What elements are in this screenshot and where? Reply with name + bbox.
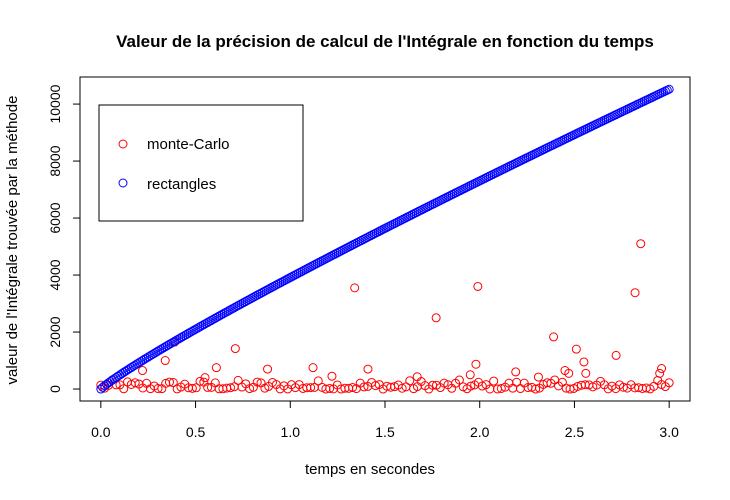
x-tick-label: 0.0	[91, 424, 111, 440]
x-tick-label: 1.5	[375, 424, 395, 440]
monte-carlo-point	[579, 357, 589, 367]
monte-carlo-point	[511, 367, 521, 377]
monte-carlo-point	[664, 378, 674, 388]
monte-carlo-point	[655, 368, 665, 378]
monte-carlo-point	[153, 384, 163, 394]
monte-carlo-point	[325, 383, 335, 393]
x-tick-label: 2.5	[565, 424, 585, 440]
y-tick-label: 2000	[47, 316, 63, 347]
legend: monte-Carlo rectangles	[98, 104, 304, 222]
monte-carlo-point	[263, 364, 273, 374]
monte-carlo-point	[211, 363, 221, 373]
monte-carlo-point	[489, 376, 499, 386]
x-tick-label: 2.0	[470, 424, 490, 440]
x-tick-label: 3.0	[659, 424, 679, 440]
legend-box	[98, 104, 304, 222]
monte-carlo-point	[160, 356, 170, 366]
monte-carlo-point	[350, 283, 360, 293]
series-monte-carlo	[96, 239, 674, 394]
y-tick-label: 10000	[47, 84, 63, 123]
monte-carlo-point	[233, 375, 243, 385]
monte-carlo-point	[200, 373, 210, 383]
monte-carlo-point	[363, 364, 373, 374]
monte-carlo-point	[533, 372, 543, 382]
monte-carlo-point	[431, 313, 441, 323]
monte-carlo-point	[531, 384, 541, 394]
monte-carlo-point	[348, 382, 358, 392]
series-rectangles	[96, 84, 674, 394]
monte-carlo-point	[230, 344, 240, 354]
monte-carlo-point	[191, 383, 201, 393]
monte-carlo-point	[466, 381, 476, 391]
y-tick-label: 4000	[47, 259, 63, 290]
monte-carlo-point	[454, 375, 464, 385]
monte-carlo-point	[226, 383, 236, 393]
monte-carlo-point	[564, 368, 574, 378]
legend-marker-monte-carlo	[118, 139, 128, 149]
monte-carlo-point	[308, 363, 318, 373]
monte-carlo-point	[370, 381, 380, 391]
monte-carlo-point	[313, 376, 323, 386]
rectangles-point	[662, 85, 672, 95]
monte-carlo-point	[306, 383, 316, 393]
monte-carlo-point	[477, 381, 487, 391]
monte-carlo-point	[245, 384, 255, 394]
x-tick-label: 0.5	[186, 424, 206, 440]
monte-carlo-point	[327, 371, 337, 381]
monte-carlo-point	[571, 344, 581, 354]
monte-carlo-point	[515, 384, 525, 394]
monte-carlo-point	[397, 383, 407, 393]
monte-carlo-point	[465, 370, 475, 380]
y-tick-label: 0	[47, 385, 63, 393]
y-axis: 0 2000 4000 6000 8000 10000	[47, 84, 81, 393]
legend-label-monte-carlo: monte-Carlo	[147, 136, 230, 153]
monte-carlo-point	[473, 281, 483, 291]
y-tick-label: 6000	[47, 202, 63, 233]
monte-carlo-point	[252, 377, 262, 387]
monte-carlo-point	[203, 382, 213, 392]
monte-carlo-point	[611, 350, 621, 360]
monte-carlo-point	[405, 376, 415, 386]
monte-carlo-point	[187, 383, 197, 393]
x-tick-label: 1.0	[281, 424, 301, 440]
x-axis: 0.0 0.5 1.0 1.5 2.0 2.5 3.0	[91, 400, 679, 440]
monte-carlo-point	[471, 359, 481, 369]
monte-carlo-point	[542, 378, 552, 388]
monte-carlo-point	[657, 364, 667, 374]
monte-carlo-point	[636, 239, 646, 249]
legend-marker-rectangles	[118, 178, 128, 188]
y-tick-label: 8000	[47, 145, 63, 176]
chart-title: Valeur de la précision de calcul de l'In…	[116, 32, 654, 51]
monte-carlo-point	[164, 377, 174, 387]
monte-carlo-point	[119, 384, 129, 394]
monte-carlo-point	[549, 332, 559, 342]
rectangles-point	[664, 84, 674, 94]
monte-carlo-point	[130, 378, 140, 388]
x-axis-label: temps en secondes	[305, 461, 435, 478]
monte-carlo-point	[359, 382, 369, 392]
monte-carlo-point	[138, 366, 148, 376]
monte-carlo-point	[630, 288, 640, 298]
y-axis-label: valeur de l'Intégrale trouvée par la mét…	[4, 96, 21, 385]
legend-label-rectangles: rectangles	[147, 176, 216, 193]
monte-carlo-point	[496, 383, 506, 393]
monte-carlo-point	[412, 372, 422, 382]
monte-carlo-point	[581, 368, 591, 378]
